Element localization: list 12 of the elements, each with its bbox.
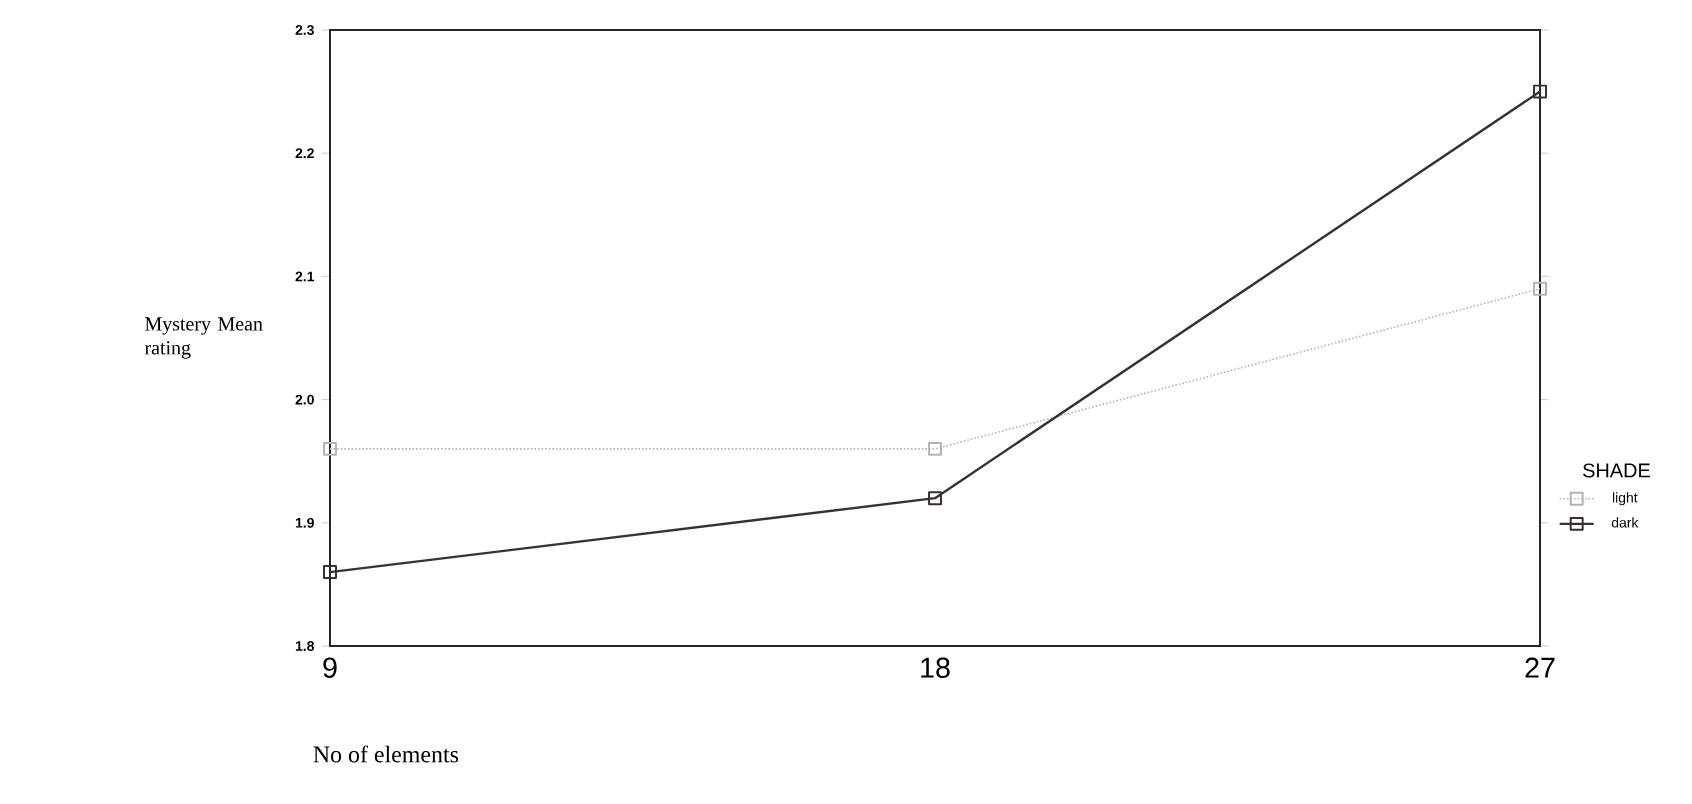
x-axis-title: No of elements xyxy=(313,745,459,763)
point xyxy=(928,491,942,506)
legend-title: SHADE xyxy=(1583,463,1650,478)
point xyxy=(928,441,942,456)
y-axis-title: Mystery Mean rating xyxy=(144,317,263,359)
point xyxy=(1533,84,1547,99)
x-tick-label: 27 xyxy=(1525,657,1555,678)
x-tick-label: 9 xyxy=(323,657,337,678)
point xyxy=(323,565,337,580)
point xyxy=(1533,281,1547,296)
x-tick-label: 18 xyxy=(921,657,950,678)
point xyxy=(323,441,337,456)
